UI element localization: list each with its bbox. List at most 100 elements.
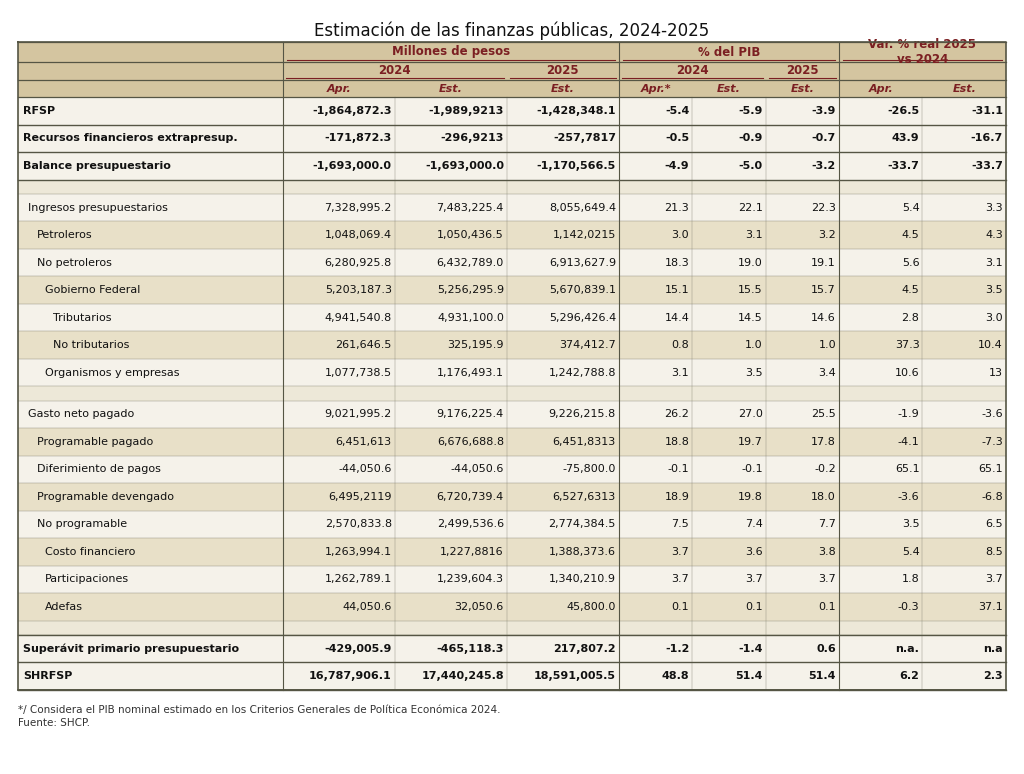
Text: 1.0: 1.0 (818, 340, 836, 350)
Text: 1,227,8816: 1,227,8816 (440, 547, 504, 557)
Text: Adefas: Adefas (45, 602, 83, 612)
Text: 1,142,0215: 1,142,0215 (553, 230, 616, 240)
Text: 4,941,540.8: 4,941,540.8 (325, 313, 392, 323)
Text: 13: 13 (989, 368, 1002, 378)
Text: 3.1: 3.1 (672, 368, 689, 378)
Text: 32,050.6: 32,050.6 (455, 602, 504, 612)
Text: Apr.: Apr. (327, 84, 351, 94)
Text: 5,203,187.3: 5,203,187.3 (325, 285, 392, 295)
Text: 3.7: 3.7 (985, 574, 1002, 584)
Text: */ Considera el PIB nominal estimado en los Criterios Generales de Política Econ: */ Considera el PIB nominal estimado en … (18, 705, 501, 715)
Text: -0.5: -0.5 (666, 133, 689, 143)
Text: 3.7: 3.7 (818, 574, 836, 584)
Text: No programable: No programable (37, 519, 127, 529)
Text: Est.: Est. (717, 84, 741, 94)
Text: -1,693,000.0: -1,693,000.0 (313, 161, 392, 171)
Text: 19.0: 19.0 (738, 258, 763, 268)
Text: 325,195.9: 325,195.9 (447, 340, 504, 350)
Text: 2024: 2024 (676, 64, 709, 77)
Text: 1,262,789.1: 1,262,789.1 (325, 574, 392, 584)
Text: 1,340,210.9: 1,340,210.9 (549, 574, 616, 584)
Text: -0.7: -0.7 (812, 133, 836, 143)
Text: 8.5: 8.5 (985, 547, 1002, 557)
Text: 17,440,245.8: 17,440,245.8 (421, 671, 504, 681)
Text: 51.4: 51.4 (735, 671, 763, 681)
Bar (18, 401, 1006, 428)
Text: 3.7: 3.7 (744, 574, 763, 584)
Text: n.a: n.a (983, 644, 1002, 654)
Text: 18.3: 18.3 (665, 258, 689, 268)
Text: -3.6: -3.6 (898, 492, 920, 502)
Text: 3.2: 3.2 (818, 230, 836, 240)
Text: 4.5: 4.5 (902, 285, 920, 295)
Text: -44,050.6: -44,050.6 (451, 464, 504, 474)
Bar (18, 456, 1006, 483)
Text: 3.0: 3.0 (672, 230, 689, 240)
Text: 3.7: 3.7 (672, 547, 689, 557)
Text: -44,050.6: -44,050.6 (339, 464, 392, 474)
Bar (18, 180, 1006, 194)
Bar (18, 248, 1006, 276)
Text: -465,118.3: -465,118.3 (436, 644, 504, 654)
Text: -75,800.0: -75,800.0 (562, 464, 616, 474)
Text: 9,176,225.4: 9,176,225.4 (436, 409, 504, 420)
Text: 1.0: 1.0 (745, 340, 763, 350)
Text: -4.9: -4.9 (665, 161, 689, 171)
Text: n.a.: n.a. (896, 644, 920, 654)
Text: 10.4: 10.4 (978, 340, 1002, 350)
Bar (18, 359, 1006, 386)
Text: Fuente: SHCP.: Fuente: SHCP. (18, 718, 90, 728)
Text: 1,077,738.5: 1,077,738.5 (325, 368, 392, 378)
Text: 17.8: 17.8 (811, 437, 836, 447)
Text: 3.4: 3.4 (818, 368, 836, 378)
Text: 4.3: 4.3 (985, 230, 1002, 240)
Bar (18, 663, 1006, 690)
Text: 27.0: 27.0 (737, 409, 763, 420)
Text: Organismos y empresas: Organismos y empresas (45, 368, 179, 378)
Bar (18, 428, 1006, 456)
Text: 3.1: 3.1 (745, 230, 763, 240)
Text: 5,670,839.1: 5,670,839.1 (549, 285, 616, 295)
Text: -1,693,000.0: -1,693,000.0 (425, 161, 504, 171)
Bar (18, 635, 1006, 663)
Text: -1,864,872.3: -1,864,872.3 (312, 106, 392, 116)
Text: Ingresos presupuestarios: Ingresos presupuestarios (28, 203, 168, 213)
Text: 10.6: 10.6 (895, 368, 920, 378)
Text: 3.5: 3.5 (745, 368, 763, 378)
Text: -1,428,348.1: -1,428,348.1 (537, 106, 616, 116)
Text: 2,774,384.5: 2,774,384.5 (549, 519, 616, 529)
Text: -257,7817: -257,7817 (553, 133, 616, 143)
Text: 1,239,604.3: 1,239,604.3 (437, 574, 504, 584)
Text: 65.1: 65.1 (978, 464, 1002, 474)
Text: 18,591,005.5: 18,591,005.5 (534, 671, 616, 681)
Text: 9,226,215.8: 9,226,215.8 (549, 409, 616, 420)
Text: -429,005.9: -429,005.9 (325, 644, 392, 654)
Text: 3.5: 3.5 (902, 519, 920, 529)
Text: 7.4: 7.4 (744, 519, 763, 529)
Bar (18, 125, 1006, 152)
Text: 7.5: 7.5 (672, 519, 689, 529)
Text: 22.1: 22.1 (737, 203, 763, 213)
Text: Var. % real 2025
vs 2024: Var. % real 2025 vs 2024 (868, 38, 977, 66)
Text: 5.6: 5.6 (902, 258, 920, 268)
Text: 3.5: 3.5 (985, 285, 1002, 295)
Text: -171,872.3: -171,872.3 (325, 133, 392, 143)
Text: Programable pagado: Programable pagado (37, 437, 154, 447)
Text: 6,280,925.8: 6,280,925.8 (325, 258, 392, 268)
Text: Recursos financieros extrapresup.: Recursos financieros extrapresup. (23, 133, 238, 143)
Text: -5.4: -5.4 (665, 106, 689, 116)
Text: 3.3: 3.3 (985, 203, 1002, 213)
Text: 19.1: 19.1 (811, 258, 836, 268)
Text: 5,256,295.9: 5,256,295.9 (437, 285, 504, 295)
Text: 5.4: 5.4 (902, 547, 920, 557)
Text: 4,931,100.0: 4,931,100.0 (437, 313, 504, 323)
Text: 6.2: 6.2 (900, 671, 920, 681)
Bar (18, 593, 1006, 621)
Text: 48.8: 48.8 (662, 671, 689, 681)
Text: 19.7: 19.7 (737, 437, 763, 447)
Bar (18, 386, 1006, 401)
Text: -3.9: -3.9 (812, 106, 836, 116)
Text: SHRFSP: SHRFSP (23, 671, 73, 681)
Text: 3.7: 3.7 (672, 574, 689, 584)
Text: 4.5: 4.5 (902, 230, 920, 240)
